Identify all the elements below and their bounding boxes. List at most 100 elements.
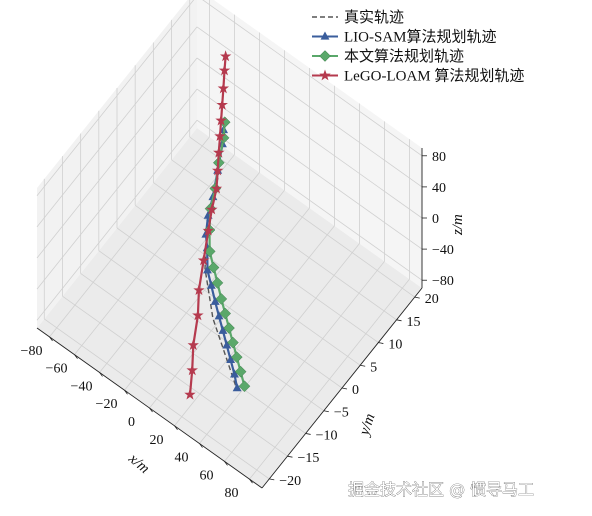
y-tick-mark bbox=[305, 433, 311, 435]
legend-marker bbox=[319, 69, 331, 81]
x-tick-mark bbox=[124, 389, 128, 395]
y-tick-label: −15 bbox=[297, 451, 319, 466]
grid-line-z bbox=[36, 88, 198, 290]
series-point-1 bbox=[230, 369, 239, 378]
series-point-3 bbox=[217, 82, 230, 94]
x-tick-mark bbox=[99, 372, 103, 377]
series-point-3 bbox=[186, 364, 198, 376]
series-point-2 bbox=[234, 365, 247, 378]
series-point-3 bbox=[211, 164, 224, 176]
series-point-3 bbox=[202, 224, 214, 236]
y-tick-label: −5 bbox=[334, 406, 349, 421]
legend-marker bbox=[319, 50, 331, 62]
x-tick-mark bbox=[149, 407, 153, 413]
series-point-3 bbox=[215, 114, 227, 126]
series-point-3 bbox=[219, 50, 232, 62]
y-tick-mark bbox=[378, 342, 384, 344]
series-point-3 bbox=[218, 64, 231, 76]
x-tick-mark bbox=[49, 336, 53, 342]
y-tick-mark bbox=[323, 410, 329, 413]
series-point-1 bbox=[232, 383, 242, 392]
grid-line-z bbox=[196, 26, 423, 188]
grid-line-y bbox=[153, 182, 379, 343]
grid-line-z bbox=[196, 57, 423, 219]
series-point-2 bbox=[230, 351, 243, 363]
y-tick-mark bbox=[360, 364, 366, 367]
grid-line-z bbox=[36, 57, 198, 259]
series-point-3 bbox=[197, 254, 210, 266]
grid-line-z bbox=[36, 119, 198, 321]
y-tick-mark bbox=[341, 387, 348, 390]
z-tick-label: 0 bbox=[432, 212, 439, 227]
x-tick-mark bbox=[199, 443, 203, 448]
series-point-1 bbox=[203, 265, 212, 274]
legend-entry-2: 本文算法规划轨迹 bbox=[312, 47, 464, 65]
x-tick-mark bbox=[249, 478, 253, 484]
series-point-2 bbox=[211, 276, 224, 289]
series-point-2 bbox=[238, 380, 251, 393]
legend-marker bbox=[320, 31, 330, 40]
series-layer bbox=[184, 50, 251, 400]
x-tick-label: 0 bbox=[128, 415, 135, 430]
series-3 bbox=[184, 50, 232, 400]
grid-line-y bbox=[116, 227, 343, 389]
series-point-2 bbox=[219, 307, 232, 320]
axes-ticks: −80−60−40−20020406080−20−15−10−505101520… bbox=[21, 150, 454, 501]
z-tick-label: 40 bbox=[432, 181, 446, 196]
grid-line-z bbox=[196, 88, 423, 250]
series-point-3 bbox=[193, 284, 205, 296]
series-point-2 bbox=[227, 336, 239, 349]
series-point-2 bbox=[223, 322, 235, 334]
grid-line-z bbox=[36, 0, 195, 197]
grid-line-y bbox=[134, 204, 361, 366]
series-point-3 bbox=[184, 388, 196, 400]
grid-line-y bbox=[98, 250, 325, 412]
y-tick-label: −10 bbox=[316, 428, 338, 443]
series-point-1 bbox=[214, 311, 224, 320]
x-tick-label: 60 bbox=[200, 468, 214, 483]
series-point-3 bbox=[213, 146, 225, 158]
x-axis-label: x/m bbox=[125, 450, 153, 477]
series-point-3 bbox=[206, 203, 218, 215]
series-point-3 bbox=[214, 130, 226, 142]
x-tick-label: −20 bbox=[96, 397, 118, 412]
x-tick-label: 40 bbox=[175, 451, 189, 466]
grid-line-y bbox=[44, 318, 270, 480]
y-tick-mark bbox=[396, 319, 402, 322]
x-tick-label: −80 bbox=[21, 344, 43, 359]
series-point-1 bbox=[206, 280, 216, 289]
y-tick-label: 0 bbox=[352, 383, 359, 398]
x-tick-mark bbox=[174, 425, 178, 431]
legend-label: LIO-SAM算法规划轨迹 bbox=[344, 28, 497, 46]
watermark-text: 掘金技术社区 @ 惯导马工 bbox=[348, 480, 534, 499]
z-tick-label: −40 bbox=[432, 243, 454, 258]
grid-line-z bbox=[36, 26, 198, 228]
y-tick-mark bbox=[414, 296, 420, 299]
series-point-2 bbox=[207, 261, 220, 274]
watermark: 掘金技术社区 @ 惯导马工 bbox=[348, 480, 535, 500]
grid-line-y bbox=[62, 295, 288, 457]
grid-line-y bbox=[171, 159, 397, 321]
grid-line-z bbox=[202, 0, 423, 157]
legend-entry-1: LIO-SAM算法规划轨迹 bbox=[312, 28, 497, 46]
z-tick-label: 80 bbox=[432, 150, 446, 165]
z-axis-label: z/m bbox=[450, 214, 466, 236]
series-point-3 bbox=[187, 339, 199, 351]
y-tick-label: −20 bbox=[279, 474, 301, 489]
y-tick-label: 10 bbox=[388, 338, 402, 353]
grid-line-y bbox=[189, 136, 415, 298]
legend-entry-3: LeGO-LOAM 算法规划轨迹 bbox=[312, 67, 524, 85]
series-point-3 bbox=[210, 182, 223, 194]
y-axis-label: y/m bbox=[356, 412, 379, 440]
series-point-1 bbox=[210, 296, 220, 305]
series-point-3 bbox=[216, 98, 228, 110]
z-tick-label: −80 bbox=[432, 274, 454, 289]
y-tick-label: 20 bbox=[425, 292, 439, 307]
series-point-1 bbox=[226, 354, 236, 363]
y-tick-mark bbox=[287, 455, 293, 458]
series-point-1 bbox=[218, 325, 228, 334]
axes-grid bbox=[36, 0, 423, 480]
series-point-1 bbox=[222, 340, 232, 349]
legend-label: 真实轨迹 bbox=[344, 8, 404, 26]
